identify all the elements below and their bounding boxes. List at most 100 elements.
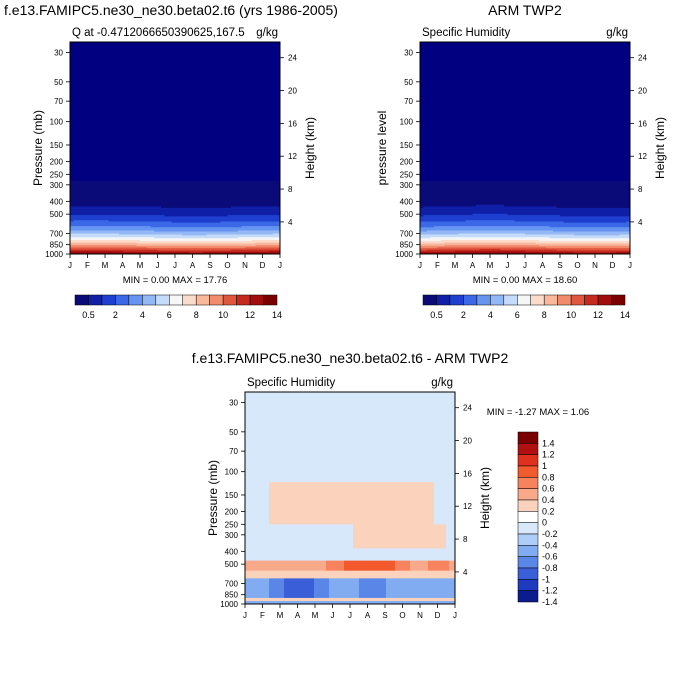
field-cell: [455, 233, 459, 235]
field-cell: [255, 242, 260, 244]
field-cell: [101, 246, 106, 248]
field-cell: [476, 248, 480, 251]
field-cell: [80, 245, 85, 247]
field-cell: [259, 209, 263, 212]
field-cell: [427, 228, 431, 230]
field-cell: [98, 238, 102, 240]
field-cell: [185, 238, 190, 240]
field-cell: [259, 195, 263, 199]
field-cell: [227, 192, 232, 195]
field-cell: [479, 241, 484, 244]
field-cell: [154, 246, 158, 248]
field-cell: [437, 235, 442, 237]
field-cell: [129, 216, 134, 219]
field-cell: [238, 249, 242, 251]
field-cell: [87, 210, 92, 213]
field-cell: [430, 215, 435, 217]
field-cell: [210, 192, 214, 195]
field-cell: [189, 213, 193, 216]
field-cell: [112, 227, 116, 229]
field-cell: [112, 236, 116, 238]
field-cell: [455, 248, 459, 251]
field-cell: [441, 199, 445, 202]
field-cell: [469, 210, 473, 213]
field-cell: [206, 231, 211, 234]
field-cell: [420, 250, 424, 252]
field-cell: [91, 192, 95, 195]
field-cell: [441, 246, 445, 248]
field-cell: [462, 206, 466, 209]
field-cell: [451, 238, 456, 240]
field-cell: [252, 240, 256, 243]
field-cell: [87, 204, 92, 207]
field-cell: [98, 247, 102, 249]
field-cell: [161, 203, 165, 206]
field-cell: [234, 249, 239, 251]
field-cell: [112, 195, 116, 199]
field-cell: [178, 251, 183, 254]
field-cell: [420, 245, 424, 247]
field-cell: [171, 187, 176, 191]
field-cell: [465, 195, 470, 199]
field-cell: [73, 185, 78, 189]
field-cell: [266, 201, 270, 204]
field-cell: [101, 213, 106, 216]
field-cell: [231, 230, 235, 232]
field-cell: [157, 220, 162, 222]
field-cell: [94, 207, 99, 210]
field-cell: [119, 199, 123, 202]
field-cell: [147, 192, 151, 195]
field-cell: [479, 212, 484, 215]
field-cell: [273, 215, 277, 217]
field-cell: [80, 215, 85, 217]
field-cell: [234, 204, 239, 207]
field-cell: [220, 232, 225, 235]
field-cell: [217, 215, 221, 217]
field-cell: [224, 199, 228, 202]
field-cell: [255, 226, 260, 228]
field-cell: [147, 216, 151, 219]
field-cell: [168, 206, 172, 209]
field-cell: [98, 245, 102, 248]
field-cell: [80, 195, 85, 199]
field-cell: [108, 248, 113, 250]
field-cell: [231, 245, 235, 247]
field-cell: [448, 183, 452, 187]
field-cell: [241, 195, 246, 199]
field-cell: [178, 240, 183, 242]
field-cell: [77, 225, 81, 227]
field-cell: [199, 221, 204, 224]
field-cell: [448, 233, 452, 235]
field-cell: [420, 189, 424, 193]
field-cell: [234, 248, 239, 251]
field-cell: [423, 195, 428, 199]
field-cell: [444, 249, 449, 251]
field-cell: [196, 207, 200, 210]
field-cell: [154, 193, 158, 197]
field-cell: [259, 245, 263, 248]
field-cell: [266, 246, 270, 248]
field-cell: [101, 212, 106, 215]
field-cell: [98, 233, 102, 235]
field-cell: [108, 236, 113, 238]
field-cell: [423, 232, 428, 235]
field-cell: [199, 223, 204, 226]
field-cell: [434, 193, 438, 197]
field-cell: [150, 229, 155, 231]
field-cell: [147, 210, 151, 213]
field-cell: [483, 226, 487, 228]
field-cell: [73, 201, 78, 204]
field-cell: [94, 228, 99, 230]
field-cell: [444, 206, 449, 209]
field-cell: [469, 250, 473, 252]
field-cell: [234, 215, 239, 217]
field-cell: [70, 213, 74, 216]
field-cell: [129, 215, 134, 217]
field-cell: [129, 210, 134, 213]
field-cell: [84, 193, 88, 197]
field-cell: [98, 201, 102, 204]
field-cell: [178, 216, 183, 219]
field-cell: [161, 240, 165, 242]
field-cell: [147, 222, 151, 225]
field-cell: [273, 225, 277, 227]
